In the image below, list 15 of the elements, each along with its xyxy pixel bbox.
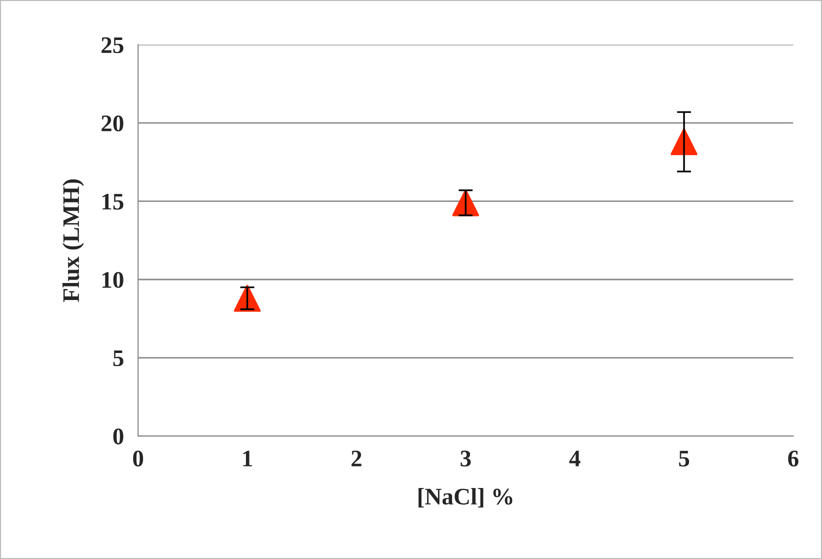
y-tick-label: 20 [102,115,124,132]
x-tick-label: 2 [352,450,362,466]
y-tick-label: 5 [113,350,124,366]
x-axis-title: [NaCl] % [418,488,512,508]
x-tick-label: 4 [569,450,580,466]
y-tick-label: 10 [102,272,124,288]
y-tick-label: 25 [102,37,124,54]
y-tick-label: 0 [113,428,124,444]
x-tick-label: 3 [460,450,471,467]
y-axis-title: Flux (LMH) [62,179,84,302]
x-tick-label: 5 [679,450,690,467]
x-tick-label: 6 [788,450,798,467]
x-tick-label: 1 [243,450,252,466]
x-tick-label: 0 [133,450,144,467]
y-tick-label: 15 [102,194,124,210]
